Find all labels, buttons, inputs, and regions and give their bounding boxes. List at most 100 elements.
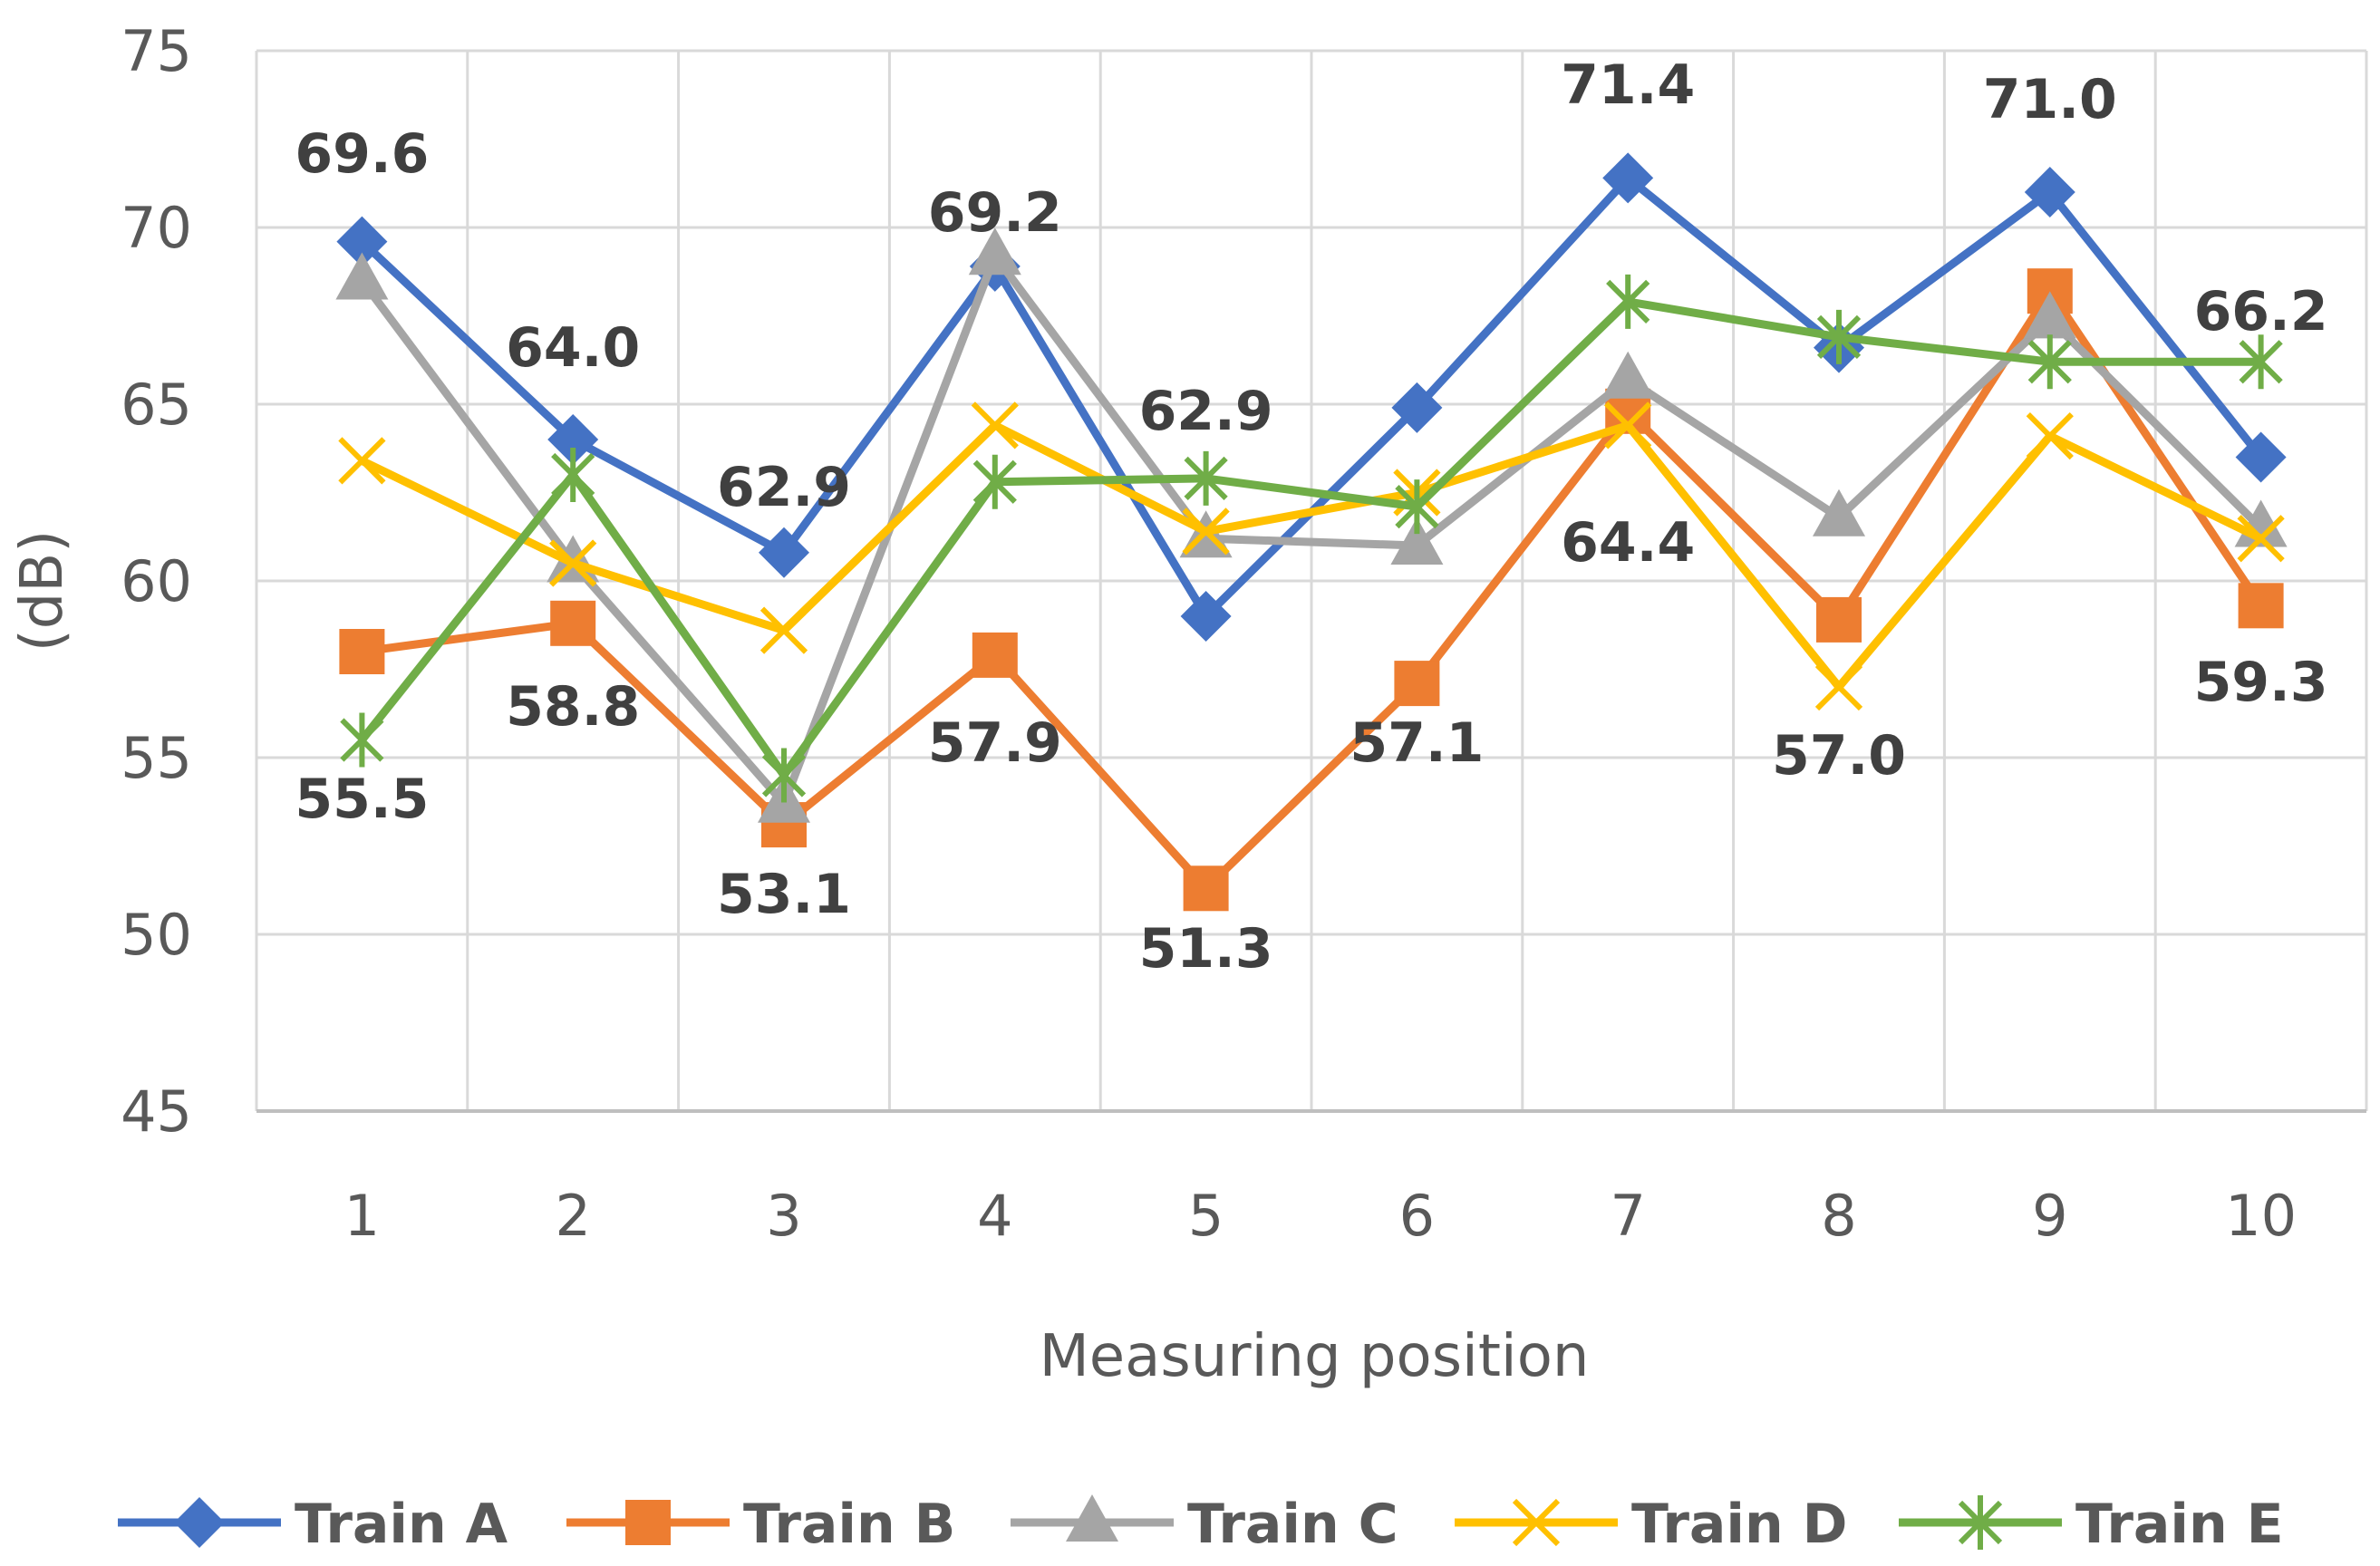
y-tick-label: 45: [121, 1078, 192, 1145]
data-point: [1180, 591, 1232, 642]
legend-label: Train C: [1187, 1493, 1398, 1556]
data-point: [972, 454, 1017, 509]
legend: Train A Train B Train C Train D Train E: [118, 1493, 2284, 1556]
legend-item-train-b: Train B: [566, 1493, 955, 1556]
series-line: [358, 297, 2261, 779]
data-point: [1184, 450, 1228, 506]
gridlines: [255, 49, 2368, 1113]
data-label: 58.8: [506, 675, 640, 739]
data-point: [1066, 1494, 1118, 1542]
data-point: [2237, 515, 2285, 563]
data-point: [551, 448, 595, 502]
data-point: [968, 227, 1021, 276]
data-point: [1395, 479, 1439, 535]
y-tick-label: 50: [121, 902, 192, 968]
data-point: [2239, 334, 2283, 390]
legend-item-train-e: Train E: [1899, 1493, 2284, 1556]
y-tick-label: 65: [121, 372, 192, 438]
y-axis-title: (dB): [9, 530, 76, 652]
data-point: [547, 414, 599, 465]
x-tick-label: 5: [1188, 1183, 1224, 1249]
series-group: [335, 152, 2288, 912]
legend-item-train-c: Train C: [1011, 1493, 1398, 1556]
data-point: [972, 632, 1018, 678]
data-label: 53.1: [717, 863, 851, 926]
series-line: [358, 251, 2264, 808]
x-tick-label: 7: [1610, 1183, 1645, 1249]
legend-label: Train D: [1631, 1493, 1847, 1556]
series-line: [360, 420, 2263, 691]
y-axis-ticks: 45 50 55 60 65 70 75: [121, 18, 192, 1145]
data-label: 57.9: [928, 711, 1062, 775]
data-labels: 69.6 64.0 62.9 69.2 62.9 71.4 71.0 66.2 55.5 58.8…: [295, 53, 2327, 981]
data-point: [1813, 488, 1865, 536]
data-point: [2026, 411, 2074, 460]
data-point: [339, 629, 385, 674]
data-label: 51.3: [1139, 917, 1273, 981]
legend-item-train-d: Train D: [1455, 1493, 1847, 1556]
data-point: [1390, 517, 1444, 565]
data-point: [1958, 1495, 2003, 1550]
legend-item-train-a: Train A: [118, 1493, 508, 1556]
data-point: [1391, 382, 1443, 433]
legend-label: Train A: [295, 1493, 508, 1556]
x-tick-label: 2: [555, 1183, 590, 1249]
data-point: [1182, 508, 1230, 556]
data-point: [2238, 583, 2284, 629]
data-point: [759, 606, 808, 654]
data-point: [1183, 865, 1229, 912]
series-train-c: [335, 227, 2288, 823]
legend-label: Train B: [743, 1493, 955, 1556]
series-train-e: [340, 274, 2283, 803]
data-label: 64.4: [1561, 511, 1695, 575]
data-point: [1394, 661, 1440, 707]
data-label: 66.2: [2194, 280, 2328, 343]
legend-label: Train E: [2075, 1493, 2284, 1556]
x-tick-label: 9: [2032, 1183, 2067, 1249]
x-tick-label: 8: [1821, 1183, 1856, 1249]
y-tick-label: 55: [121, 725, 192, 791]
data-point: [761, 748, 807, 803]
x-axis-ticks: 1 2 3 4 5 6 7 8 9 10: [344, 1183, 2297, 1249]
y-tick-label: 60: [121, 548, 192, 614]
data-label: 62.9: [1139, 380, 1273, 443]
data-label: 55.5: [295, 768, 429, 831]
data-point: [174, 1497, 225, 1548]
x-tick-label: 3: [766, 1183, 801, 1249]
data-point: [550, 600, 596, 646]
data-point: [1814, 662, 1863, 711]
y-tick-label: 70: [121, 195, 192, 261]
x-tick-label: 10: [2225, 1183, 2297, 1249]
x-tick-label: 4: [977, 1183, 1012, 1249]
data-label: 57.0: [1772, 724, 1906, 788]
data-point: [1602, 152, 1654, 204]
data-point: [1601, 351, 1655, 399]
data-label: 64.0: [506, 316, 640, 380]
data-label: 59.3: [2194, 651, 2328, 714]
data-point: [338, 437, 386, 485]
x-tick-label: 6: [1399, 1183, 1435, 1249]
data-point: [1512, 1498, 1561, 1547]
data-point: [971, 401, 1019, 450]
series-train-d: [338, 401, 2285, 711]
data-label: 62.9: [717, 456, 851, 519]
x-tick-label: 1: [344, 1183, 380, 1249]
data-point: [1816, 309, 1862, 364]
y-tick-label: 75: [121, 18, 192, 84]
data-point: [1816, 596, 1862, 643]
data-point: [335, 252, 389, 300]
data-point: [340, 712, 384, 768]
data-label: 71.0: [1983, 68, 2117, 131]
data-point: [2235, 431, 2287, 483]
data-point: [2024, 167, 2075, 218]
data-label: 69.6: [295, 122, 429, 186]
data-point: [1606, 274, 1650, 329]
data-point: [759, 527, 809, 578]
data-label: 57.1: [1350, 711, 1484, 775]
data-point: [2023, 291, 2076, 339]
x-axis-title: Measuring position: [1040, 1323, 1590, 1390]
series-line: [361, 286, 2265, 893]
data-label: 71.4: [1561, 53, 1695, 117]
data-point: [549, 539, 597, 587]
